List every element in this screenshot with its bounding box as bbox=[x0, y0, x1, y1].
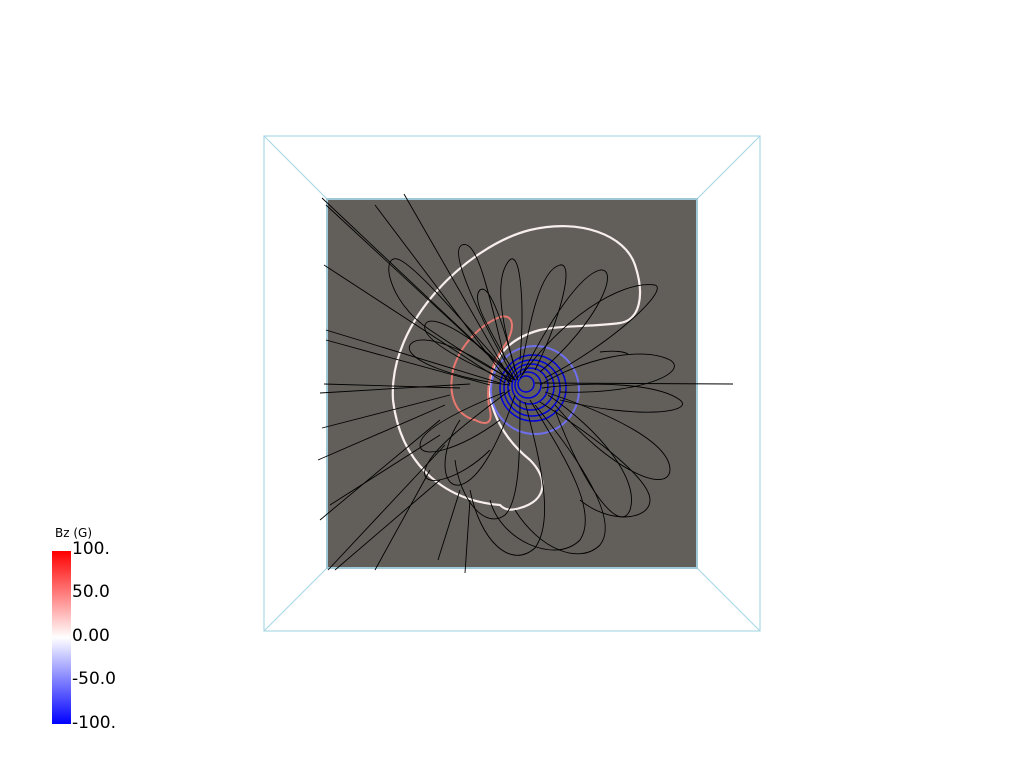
bounding-box-outline bbox=[263, 135, 761, 632]
contour-negative bbox=[490, 345, 580, 435]
contours bbox=[391, 225, 642, 511]
colorbar-tick-low: -50.0 bbox=[72, 669, 116, 689]
colorbar-tick-mid: 0.00 bbox=[72, 626, 110, 646]
colorbar-tick-min: -100. bbox=[72, 713, 116, 733]
colorbar-tick-max: 100. bbox=[72, 539, 110, 559]
colorbar-title: Bz (G) bbox=[55, 526, 93, 540]
field-lines bbox=[317, 193, 734, 574]
contour-positive bbox=[450, 315, 513, 424]
colorbar-gradient bbox=[52, 551, 71, 724]
colorbar-tick-high: 50.0 bbox=[72, 582, 110, 602]
contour-zero bbox=[391, 225, 642, 511]
